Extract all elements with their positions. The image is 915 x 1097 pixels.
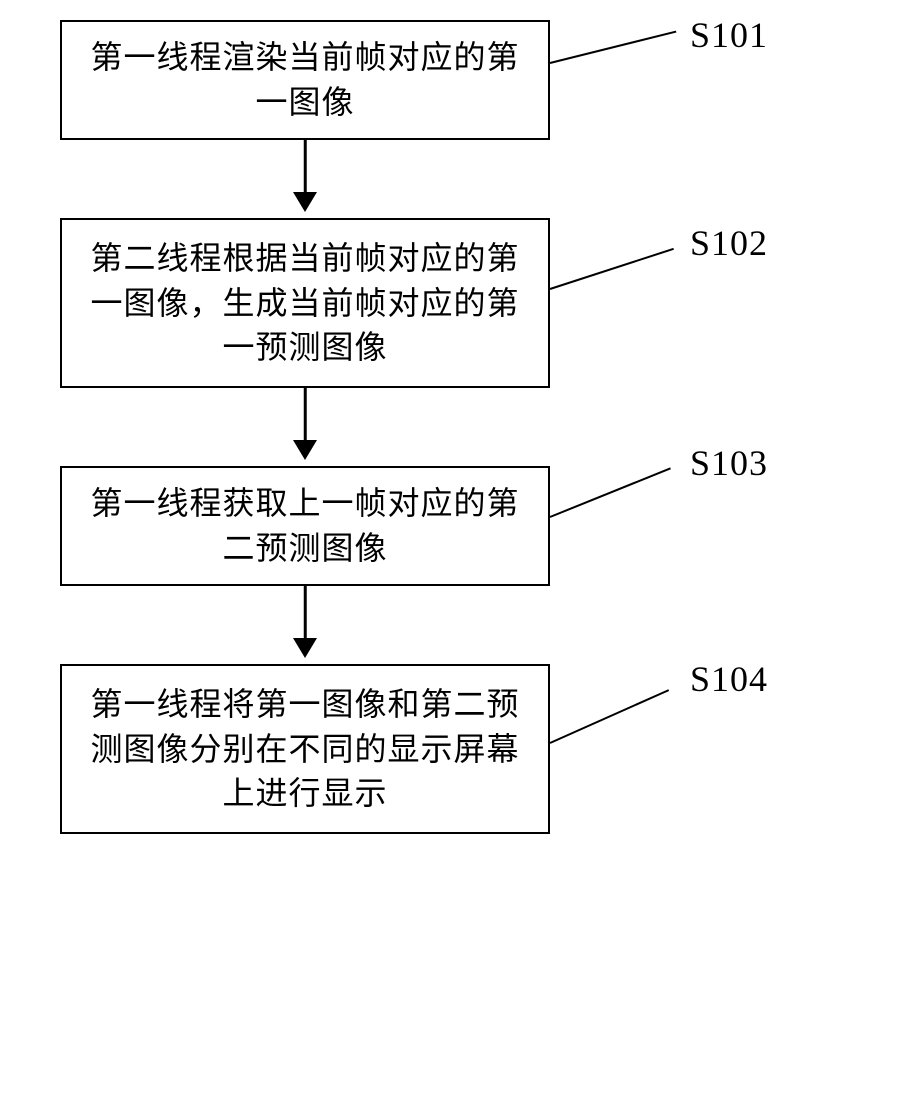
step-box-s104: 第一线程将第一图像和第二预测图像分别在不同的显示屏幕上进行显示 [60,664,550,834]
step-row-s101: 第一线程渲染当前帧对应的第一图像 S101 [60,20,860,140]
step-label-s104: S104 [690,658,768,700]
step-box-s103: 第一线程获取上一帧对应的第二预测图像 [60,466,550,586]
step-label-s102: S102 [690,222,768,264]
step-text-s101: 第一线程渲染当前帧对应的第一图像 [78,35,532,125]
arrow-line [304,586,307,646]
step-text-s104: 第一线程将第一图像和第二预测图像分别在不同的显示屏幕上进行显示 [78,682,532,816]
step-text-s102: 第二线程根据当前帧对应的第一图像，生成当前帧对应的第一预测图像 [78,236,532,370]
arrow-head-icon [293,440,317,460]
label-wrap-s102: S102 [550,218,800,388]
step-label-s101: S101 [690,14,768,56]
label-wrap-s104: S104 [550,664,800,834]
arrow-s101-s102 [60,140,550,218]
arrow-line [304,140,307,200]
label-wrap-s101: S101 [550,20,800,140]
step-box-s101: 第一线程渲染当前帧对应的第一图像 [60,20,550,140]
arrow-line [304,388,307,448]
connector-s104 [550,689,670,744]
connector-s102 [550,248,674,290]
step-row-s104: 第一线程将第一图像和第二预测图像分别在不同的显示屏幕上进行显示 S104 [60,664,860,834]
arrow-s103-s104 [60,586,550,664]
connector-s101 [550,31,677,64]
step-label-s103: S103 [690,442,768,484]
connector-s103 [550,467,671,518]
flowchart: 第一线程渲染当前帧对应的第一图像 S101 第二线程根据当前帧对应的第一图像，生… [60,20,860,834]
step-text-s103: 第一线程获取上一帧对应的第二预测图像 [78,481,532,571]
label-wrap-s103: S103 [550,466,800,586]
step-box-s102: 第二线程根据当前帧对应的第一图像，生成当前帧对应的第一预测图像 [60,218,550,388]
arrow-head-icon [293,638,317,658]
step-row-s103: 第一线程获取上一帧对应的第二预测图像 S103 [60,466,860,586]
arrow-s102-s103 [60,388,550,466]
step-row-s102: 第二线程根据当前帧对应的第一图像，生成当前帧对应的第一预测图像 S102 [60,218,860,388]
arrow-head-icon [293,192,317,212]
